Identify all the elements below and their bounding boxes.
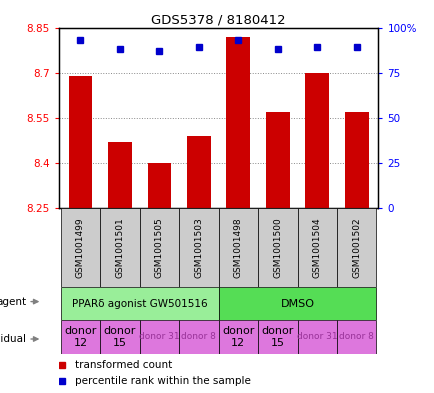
Bar	[69, 76, 92, 208]
Bar	[61, 287, 218, 320]
Bar	[218, 287, 375, 320]
Text: donor 8: donor 8	[339, 332, 373, 342]
Bar	[297, 208, 336, 287]
Title: GDS5378 / 8180412: GDS5378 / 8180412	[151, 13, 285, 26]
Bar	[344, 112, 368, 208]
Bar	[61, 208, 100, 287]
Text: donor
15: donor 15	[261, 326, 293, 348]
Text: PPARδ agonist GW501516: PPARδ agonist GW501516	[72, 299, 207, 309]
Bar	[305, 73, 329, 208]
Text: GSM1001498: GSM1001498	[233, 217, 242, 278]
Text: donor 31: donor 31	[139, 332, 179, 342]
Bar	[179, 208, 218, 287]
Bar	[108, 142, 132, 208]
Bar	[265, 112, 289, 208]
Bar	[257, 320, 297, 354]
Text: donor 31: donor 31	[296, 332, 337, 342]
Bar	[100, 320, 139, 354]
Bar	[139, 320, 179, 354]
Text: percentile rank within the sample: percentile rank within the sample	[75, 376, 251, 386]
Text: GSM1001501: GSM1001501	[115, 217, 124, 278]
Text: donor
12: donor 12	[222, 326, 254, 348]
Text: GSM1001505: GSM1001505	[155, 217, 164, 278]
Text: GSM1001500: GSM1001500	[273, 217, 282, 278]
Bar	[147, 163, 171, 208]
Bar	[100, 208, 139, 287]
Text: individual: individual	[0, 334, 26, 344]
Bar	[297, 320, 336, 354]
Text: transformed count: transformed count	[75, 360, 172, 371]
Bar	[218, 208, 257, 287]
Text: donor
15: donor 15	[103, 326, 136, 348]
Bar	[179, 320, 218, 354]
Text: DMSO: DMSO	[280, 299, 314, 309]
Bar	[226, 37, 250, 208]
Bar	[139, 208, 179, 287]
Bar	[336, 320, 375, 354]
Bar	[336, 208, 375, 287]
Text: agent: agent	[0, 297, 26, 307]
Text: GSM1001504: GSM1001504	[312, 217, 321, 278]
Text: GSM1001503: GSM1001503	[194, 217, 203, 278]
Bar	[257, 208, 297, 287]
Text: GSM1001499: GSM1001499	[76, 217, 85, 278]
Text: GSM1001502: GSM1001502	[352, 217, 360, 278]
Bar	[218, 320, 257, 354]
Bar	[187, 136, 210, 208]
Bar	[61, 320, 100, 354]
Text: donor
12: donor 12	[64, 326, 96, 348]
Text: donor 8: donor 8	[181, 332, 216, 342]
